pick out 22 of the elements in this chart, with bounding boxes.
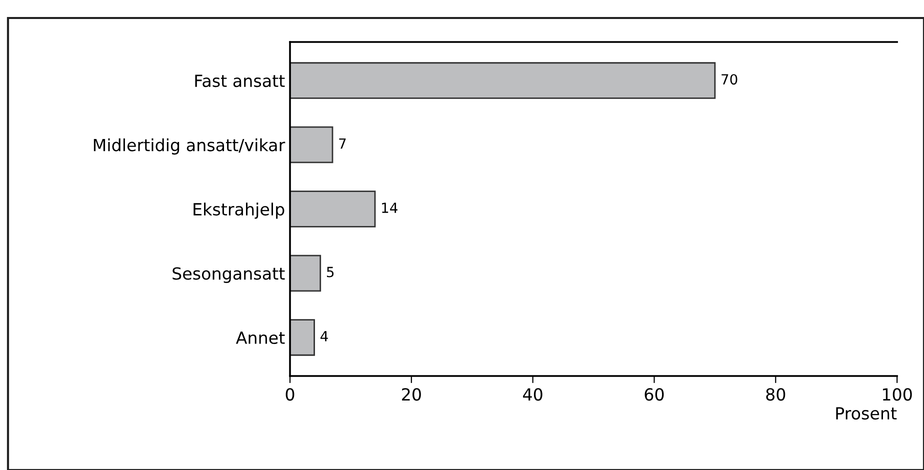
y-tick-label: Annet — [236, 332, 285, 344]
data-label: 14 — [382, 202, 398, 213]
bar — [290, 319, 315, 356]
x-tick-label: 20 — [402, 388, 421, 401]
x-tick-label: 100 — [882, 388, 912, 401]
bar — [290, 126, 334, 164]
data-label: 70 — [722, 74, 738, 85]
y-tick-label: Sesongansatt — [172, 267, 285, 284]
bar — [290, 62, 716, 99]
bar — [290, 190, 376, 228]
x-tick-label: 0 — [286, 388, 294, 401]
x-axis-title: Prosent — [836, 407, 897, 420]
data-label: 7 — [339, 138, 346, 149]
bar — [290, 254, 322, 292]
x-tick-label: 60 — [644, 388, 664, 401]
y-tick-label: Ekstrahjelp — [194, 202, 284, 219]
y-tick-label: Midlertidig ansatt/vikar — [94, 138, 286, 155]
x-tick-label: 80 — [766, 388, 786, 401]
y-tick-label: Fast ansatt — [195, 74, 285, 88]
data-label: 4 — [320, 331, 328, 342]
data-label: 5 — [326, 266, 334, 278]
x-tick-label: 40 — [523, 388, 542, 401]
